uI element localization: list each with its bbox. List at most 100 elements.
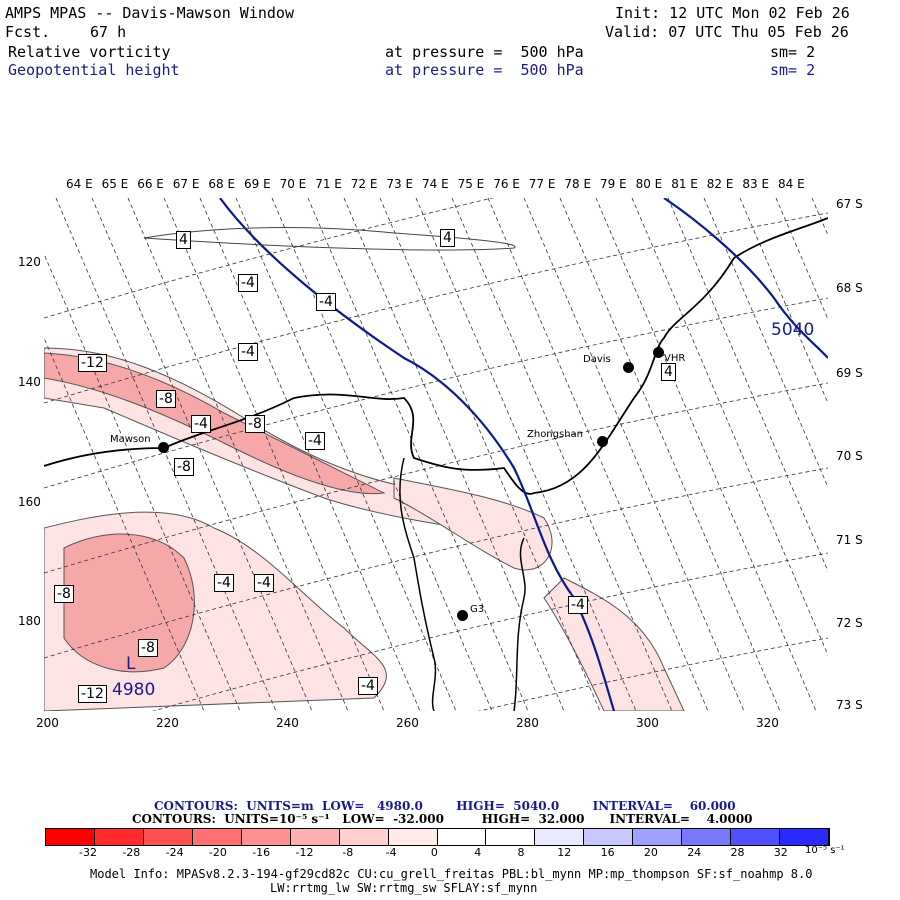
longitude-label: 64 E (66, 177, 93, 191)
field1-name: Relative vorticity (8, 43, 171, 61)
station-label-vhr: VHR (664, 353, 686, 364)
field1-smooth: sm= 2 (770, 43, 816, 61)
contours-vorticity-info: CONTOURS: UNITS=10⁻⁵ s⁻¹ LOW= -32.000 HI… (132, 812, 753, 826)
field2-name: Geopotential height (8, 61, 180, 79)
longitude-label: 75 E (457, 177, 485, 191)
colorbar-swatch (535, 829, 585, 845)
colorbar-swatch (241, 829, 291, 845)
coastline-inner (399, 457, 526, 711)
colorbar-value: -32 (79, 846, 97, 859)
colorbar-swatch (143, 829, 193, 845)
colorbar-swatch (339, 829, 389, 845)
x-tick-label: 220 (156, 716, 179, 730)
colorbar-value: -16 (252, 846, 271, 859)
longitude-label: 66 E (137, 177, 164, 191)
colorbar-value: -20 (208, 846, 227, 859)
height-contour-5040 (663, 198, 828, 359)
longitude-label: 78 E (564, 177, 592, 191)
latitude-label: 71 S (836, 533, 863, 547)
contours-height-info: CONTOURS: UNITS=m LOW= 4980.0 HIGH= 5040… (154, 799, 736, 813)
colorbar-value: 0 (430, 846, 438, 859)
contour-label: -8 (138, 639, 158, 657)
longitude-label: 69 E (244, 177, 271, 191)
colorbar-value: 4 (474, 846, 482, 859)
colorbar-value: 28 (730, 846, 745, 859)
colorbar-swatch (46, 829, 95, 845)
colorbar-value: 8 (517, 846, 525, 859)
colorbar-value: 16 (600, 846, 615, 859)
longitude-label: 72 E (350, 177, 378, 191)
station-marker (597, 436, 608, 447)
colorbar-swatch (682, 829, 732, 845)
map-plot (44, 198, 828, 711)
x-tick-label: 280 (516, 716, 539, 730)
latitude-label: 70 S (836, 449, 863, 463)
colorbar-value: 20 (643, 846, 658, 859)
longitude-label: 71 E (315, 177, 342, 191)
y-tick-label: 160 (18, 495, 41, 509)
coastline (44, 217, 828, 495)
colorbar-value: -24 (165, 846, 184, 859)
station-marker (653, 347, 664, 358)
contour-label: -8 (54, 585, 74, 603)
colorbar-value: 24 (687, 846, 702, 859)
colorbar-swatch (437, 829, 487, 845)
contour-label: -4 (214, 574, 234, 592)
contour-label: 4 (661, 363, 676, 381)
colorbar-swatch (633, 829, 683, 845)
longitude-label: 74 E (422, 177, 449, 191)
height-label-4980: 4980 (112, 680, 156, 700)
contour-label: -4 (238, 343, 258, 361)
init-time: Init: 12 UTC Mon 02 Feb 26 (615, 4, 850, 22)
colorbar-value: -28 (122, 846, 141, 859)
contour-label: -4 (316, 293, 336, 311)
x-tick-label: 320 (756, 716, 779, 730)
longitude-label: 79 E (600, 177, 627, 191)
y-tick-label: 180 (18, 614, 41, 628)
field2-smooth: sm= 2 (770, 61, 816, 79)
contour-label: -4 (254, 574, 274, 592)
station-label-davis: Davis (583, 354, 611, 365)
colorbar-swatch (584, 829, 634, 845)
longitude-label: 65 E (101, 177, 129, 191)
contour-label: -4 (191, 415, 211, 433)
latitude-label: 68 S (836, 281, 863, 295)
longitude-label: 80 E (635, 177, 663, 191)
longitude-label: 83 E (742, 177, 770, 191)
x-tick-label: 200 (36, 716, 59, 730)
colorbar-value: 12 (557, 846, 572, 859)
station-marker (623, 362, 634, 373)
contour-label: 4 (440, 229, 455, 247)
field1-pressure: at pressure = 500 hPa (385, 43, 584, 61)
y-tick-label: 140 (18, 375, 41, 389)
y-tick-label: 120 (18, 255, 41, 269)
station-label-g3: G3 (470, 604, 485, 615)
x-tick-label: 240 (276, 716, 299, 730)
station-marker (457, 610, 468, 621)
colorbar-value: -12 (295, 846, 314, 859)
colorbar-swatch (290, 829, 340, 845)
latitude-label: 73 S (836, 698, 863, 712)
longitude-label: 77 E (528, 177, 556, 191)
map-title: AMPS MPAS -- Davis-Mawson Window (5, 4, 294, 22)
colorbar-swatch (388, 829, 438, 845)
contour-label: -4 (568, 596, 588, 614)
contour-label: 4 (176, 231, 191, 249)
forecast-label: Fcst. (5, 23, 51, 41)
colorbar-unit: 10⁻⁵ s⁻¹ (805, 845, 845, 856)
longitude-label: 81 E (671, 177, 698, 191)
colorbar-swatch (94, 829, 144, 845)
colorbar-value: -8 (342, 846, 354, 859)
field2-pressure: at pressure = 500 hPa (385, 61, 584, 79)
colorbar-swatch (780, 829, 829, 845)
model-info-2: LW:rrtmg_lw SW:rrtmg_sw SFLAY:sf_mynn (270, 881, 538, 895)
valid-time: Valid: 07 UTC Thu 05 Feb 26 (605, 23, 849, 41)
low-center-label: L (126, 654, 136, 674)
x-tick-label: 260 (396, 716, 419, 730)
colorbar-swatch (192, 829, 242, 845)
station-marker (158, 442, 169, 453)
contour-label: -12 (78, 685, 107, 703)
colorbar-value: 32 (773, 846, 788, 859)
contour-label: -4 (358, 677, 378, 695)
longitude-label: 68 E (208, 177, 236, 191)
